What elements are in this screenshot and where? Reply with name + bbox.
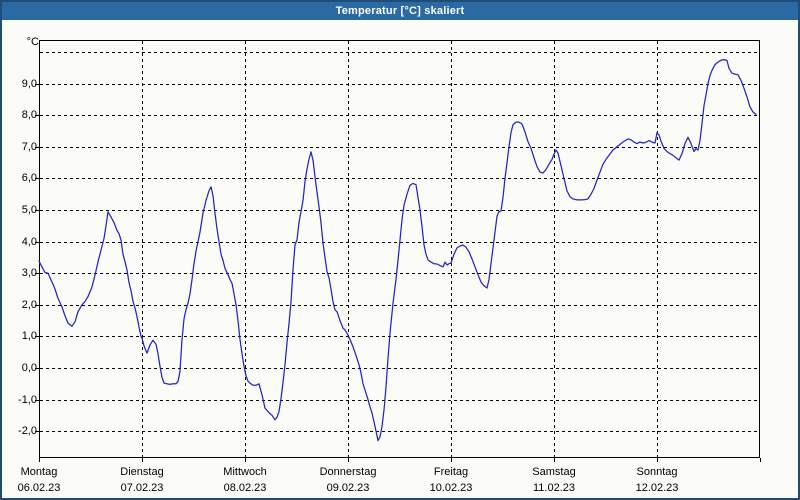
y-tick-label: 7,0 xyxy=(21,141,37,153)
y-tick-label: 0,0 xyxy=(21,362,37,374)
x-date-label: 10.02.23 xyxy=(429,482,473,494)
x-date-label: 11.02.23 xyxy=(532,482,575,494)
temperature-line xyxy=(38,58,757,442)
x-day-label: Mittwoch xyxy=(223,466,267,478)
y-tick-label: 8,0 xyxy=(21,109,37,121)
x-date-label: 12.02.23 xyxy=(635,482,679,494)
x-day-label: Freitag xyxy=(433,466,469,478)
window-title: Temperatur [°C] skaliert xyxy=(335,5,465,17)
plot-border xyxy=(39,40,760,458)
x-day-label: Montag xyxy=(20,466,58,478)
x-day-label: Donnerstag xyxy=(319,466,377,478)
y-tick-label: 1,0 xyxy=(21,330,37,342)
y-tick-label: 3,0 xyxy=(21,267,37,279)
y-tick-label: -2,0 xyxy=(18,425,37,437)
x-date-label: 08.02.23 xyxy=(223,482,267,494)
y-tick-label: -1,0 xyxy=(18,394,37,406)
y-tick-label: 9,0 xyxy=(21,78,37,90)
x-day-label: Samstag xyxy=(532,466,576,478)
y-tick-label: 5,0 xyxy=(21,204,37,216)
y-tick-label: 2,0 xyxy=(21,299,37,311)
y-tick-label: 6,0 xyxy=(21,172,37,184)
title-bar[interactable]: Temperatur [°C] skaliert xyxy=(2,2,798,20)
x-date-label: 07.02.23 xyxy=(120,482,164,494)
y-tick-label: 4,0 xyxy=(21,236,37,248)
x-date-label: 09.02.23 xyxy=(326,482,370,494)
x-day-label: Dienstag xyxy=(120,466,164,478)
x-day-label: Sonntag xyxy=(636,466,678,478)
x-date-label: 06.02.23 xyxy=(17,482,61,494)
y-axis-unit-label: °C xyxy=(26,36,39,48)
